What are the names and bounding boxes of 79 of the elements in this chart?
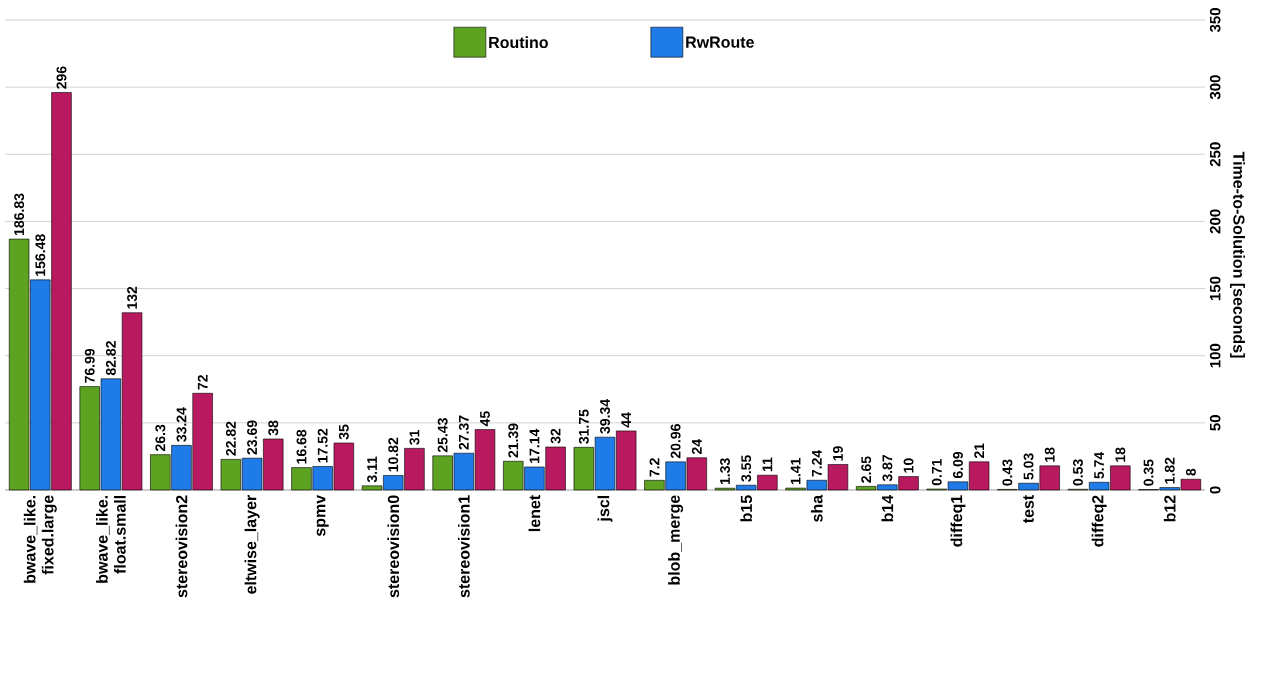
data-label: 31.75 xyxy=(578,409,589,444)
data-label: 26.3 xyxy=(155,424,166,451)
y-tick-label: 50 xyxy=(1209,415,1221,431)
x-tick-label: diffeq2 xyxy=(1091,495,1107,547)
data-label: 19 xyxy=(832,446,843,461)
data-label: 20.96 xyxy=(670,424,681,459)
data-label: 5.74 xyxy=(1094,451,1105,479)
data-label: 33.24 xyxy=(176,407,187,442)
data-label: 3.55 xyxy=(741,455,752,482)
y-tick-label: 350 xyxy=(1209,8,1221,33)
data-label: 156.48 xyxy=(35,234,46,276)
data-label: 16.68 xyxy=(296,429,307,464)
x-tick-label: jscl xyxy=(597,495,613,522)
data-label: 2.65 xyxy=(861,456,872,483)
x-tick-label: stereovision2 xyxy=(175,495,188,598)
y-tick-label: 200 xyxy=(1209,209,1221,234)
data-label: 10.82 xyxy=(388,437,399,472)
x-tick-label: diffeq1 xyxy=(950,495,966,547)
x-tick-label: stereovision1 xyxy=(457,495,470,598)
x-tick-label: b12 xyxy=(1163,495,1176,522)
data-label: 132 xyxy=(127,286,138,309)
data-label: 21 xyxy=(974,443,985,459)
y-tick-label: 100 xyxy=(1209,343,1221,368)
y-tick-label: 250 xyxy=(1209,142,1221,167)
data-label: 21.39 xyxy=(508,423,519,458)
data-label: 25.43 xyxy=(437,418,448,453)
data-label: 17.52 xyxy=(317,428,328,463)
data-label: 17.14 xyxy=(529,428,540,463)
data-label: 0.53 xyxy=(1072,459,1083,486)
data-label: 39.34 xyxy=(600,399,610,434)
data-label: 7.24 xyxy=(811,449,822,477)
data-label: 0.71 xyxy=(931,458,942,486)
data-label: 44 xyxy=(621,412,631,428)
data-label: 18 xyxy=(1115,447,1126,462)
data-label: 1.82 xyxy=(1164,457,1175,484)
data-label: 22.82 xyxy=(225,421,236,456)
data-label: 3.11 xyxy=(367,456,378,483)
data-label: 32 xyxy=(550,428,561,444)
x-tick-label: bwave_like. fixed.large xyxy=(23,495,57,583)
x-tick-label: lenet xyxy=(528,495,541,532)
x-tick-label: bwave_like. float.small xyxy=(96,495,126,583)
data-label: 8 xyxy=(1185,468,1196,476)
data-label: 3.87 xyxy=(882,454,893,482)
data-label: 0.43 xyxy=(1002,459,1013,486)
legend-label: Routino xyxy=(489,36,548,49)
data-label: 23.69 xyxy=(247,420,258,455)
data-label: 5.03 xyxy=(1023,453,1034,480)
data-label: 45 xyxy=(480,411,490,427)
data-label: 186.83 xyxy=(14,193,25,236)
x-tick-label: sha xyxy=(810,494,823,522)
data-label: 76.99 xyxy=(84,348,95,383)
x-tick-label: spmv xyxy=(316,494,329,537)
data-label: 11 xyxy=(762,457,773,472)
data-label: 24 xyxy=(691,439,702,455)
y-tick-label: 0 xyxy=(1209,486,1221,494)
x-tick-label: b14 xyxy=(881,494,894,522)
data-label: 82.82 xyxy=(105,341,116,376)
data-label: 27.37 xyxy=(458,415,469,450)
data-label: 35 xyxy=(338,424,349,440)
x-tick-label: eltwise_layer xyxy=(244,495,260,594)
data-label: 7.2 xyxy=(649,458,660,477)
data-label: 1.33 xyxy=(720,458,730,485)
data-label: 10 xyxy=(903,458,914,473)
data-label: 296 xyxy=(56,66,67,89)
y-tick-label: 300 xyxy=(1209,75,1221,100)
data-label: 38 xyxy=(268,420,279,436)
data-label: 6.09 xyxy=(952,451,963,479)
x-tick-label: test xyxy=(1023,495,1034,524)
data-label: 18 xyxy=(1044,447,1055,462)
y-tick-label: 150 xyxy=(1209,276,1221,301)
legend-label: RwRoute xyxy=(686,36,754,48)
x-tick-label: stereovision0 xyxy=(387,495,400,598)
data-label: 0.35 xyxy=(1143,459,1154,486)
data-label: 72 xyxy=(197,375,208,390)
y-axis-title: Time-to-Solution [seconds] xyxy=(1230,151,1245,358)
data-label: 31 xyxy=(409,429,420,445)
x-tick-label: blob_merge xyxy=(668,495,684,585)
data-label: 1.41 xyxy=(790,458,801,485)
x-tick-label: b15 xyxy=(740,495,753,522)
